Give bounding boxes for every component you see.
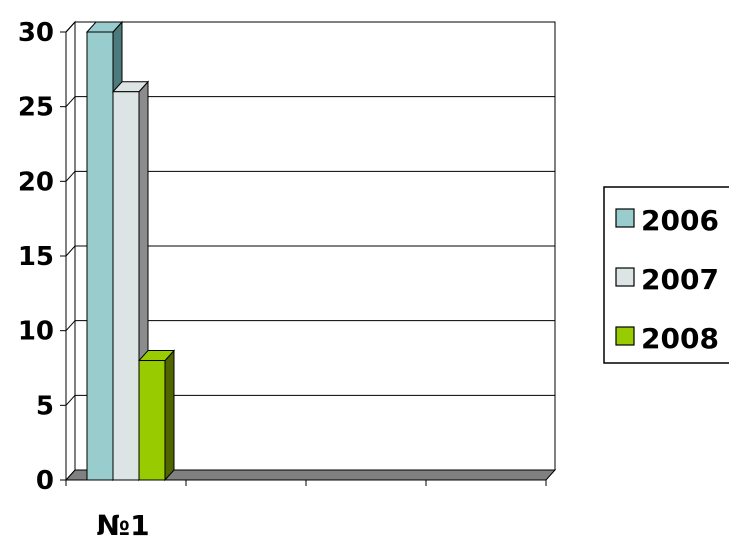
- y-tick-label: 20: [18, 167, 54, 197]
- y-tick-label: 25: [18, 93, 54, 123]
- y-tick-label: 30: [18, 18, 54, 48]
- gridline-side: [65, 245, 76, 257]
- bars: [85, 20, 176, 482]
- y-axis-ticks: 0 5 10 15 20 25 30: [18, 18, 66, 496]
- gridline-side: [65, 21, 76, 33]
- y-tick-label: 10: [18, 317, 54, 347]
- legend: 2006 2007 2008: [603, 186, 729, 364]
- gridline-side: [65, 394, 76, 406]
- legend-swatch: [615, 208, 635, 228]
- x-category-label: №1: [96, 509, 149, 536]
- gridline-side: [65, 320, 76, 332]
- y-tick-label: 5: [36, 391, 54, 421]
- legend-label: 2007: [641, 263, 719, 296]
- gridline-side: [65, 170, 76, 182]
- x-axis-ticks: №1: [65, 480, 547, 536]
- y-tick-label: 0: [36, 466, 54, 496]
- gridline-side: [65, 96, 76, 108]
- bar-side: [164, 349, 175, 482]
- bar-front: [112, 91, 140, 481]
- legend-label: 2008: [641, 322, 719, 355]
- bar-front: [138, 360, 166, 481]
- bar-2008: [137, 349, 176, 482]
- legend-label: 2006: [641, 204, 719, 237]
- legend-swatch: [615, 326, 635, 346]
- legend-swatch: [615, 267, 635, 287]
- y-tick-label: 15: [18, 242, 54, 272]
- gridlines: [65, 21, 555, 406]
- bar-front: [86, 31, 114, 481]
